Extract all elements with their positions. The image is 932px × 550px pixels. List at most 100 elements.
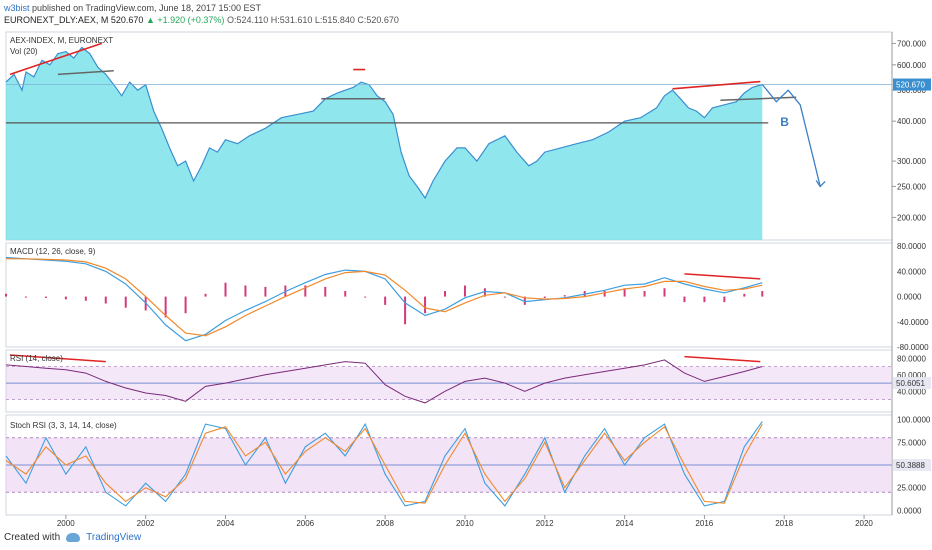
stoch-tick-label: 0.0000	[897, 506, 922, 515]
tradingview-logo-icon	[66, 533, 81, 542]
rsi-tick-label: 40.0000	[897, 387, 926, 396]
macd-histogram-bar	[643, 291, 646, 297]
macd-histogram-bar	[743, 293, 746, 297]
publish-text: published on TradingView.com, June 18, 2…	[32, 3, 262, 13]
macd-tick-label: -80.0000	[897, 343, 929, 352]
projection-path	[761, 84, 821, 187]
stoch-value-tag	[893, 459, 931, 471]
macd-divergence-line	[684, 273, 761, 280]
macd-histogram-bar	[304, 285, 307, 297]
stoch-value-label: 50.3888	[896, 461, 925, 470]
macd-histogram-bar	[264, 286, 267, 297]
macd-histogram-bar	[244, 285, 247, 297]
y-tick-label: 300.000	[897, 157, 926, 166]
neckline	[720, 96, 797, 101]
stoch-k-line	[5, 421, 763, 507]
projection-arrow-icon	[815, 180, 826, 188]
macd-histogram-bar	[683, 296, 686, 303]
macd-tick-label: 40.0000	[897, 267, 926, 276]
stoch-tick-label: 75.0000	[897, 438, 926, 447]
macd-histogram-bar	[5, 293, 7, 297]
macd-histogram-bar	[424, 296, 427, 314]
macd-histogram-bar	[104, 296, 107, 304]
macd-histogram-bar	[483, 288, 486, 297]
macd-histogram-bar	[663, 288, 666, 297]
author-link[interactable]: w3bist	[4, 3, 30, 13]
x-tick-label: 2008	[376, 519, 394, 528]
price-change: ▲ +1.920 (+0.37%)	[145, 15, 225, 25]
created-with-label: Created with	[4, 532, 61, 543]
last-price: 520.670	[110, 15, 144, 25]
rsi-value-tag	[893, 377, 931, 390]
label-b-icon: B	[780, 115, 789, 129]
last-price-label: 520.670	[896, 81, 925, 90]
macd-tick-label: 0.0000	[897, 293, 922, 302]
macd-tick-label: -40.0000	[897, 318, 929, 327]
macd-histogram-bar	[563, 295, 566, 297]
macd-histogram-bar	[543, 296, 546, 298]
macd-histogram-bar	[603, 291, 606, 297]
x-tick-label: 2006	[296, 519, 314, 528]
stoch-pane-title: Stoch RSI (3, 3, 14, 14, close)	[10, 421, 117, 430]
x-tick-label: 2000	[57, 519, 75, 528]
macd-histogram-bar	[761, 291, 764, 297]
rsi-divergence-line	[9, 354, 106, 363]
macd-histogram-bar	[164, 296, 167, 318]
price-pane-title: AEX-INDEX, M, EURONEXT	[10, 36, 113, 45]
macd-histogram-bar	[124, 296, 127, 308]
signal-line	[6, 258, 763, 337]
macd-histogram-bar	[523, 296, 526, 305]
macd-pane-title: MACD (12, 26, close, 9)	[10, 247, 96, 256]
rsi-tick-label: 80.0000	[897, 354, 926, 363]
resistance-trendline	[9, 42, 103, 76]
macd-histogram-bar	[204, 293, 207, 297]
rsi-pane-title: RSI (14, close)	[10, 354, 63, 363]
macd-line	[5, 256, 763, 342]
macd-histogram-bar	[44, 296, 47, 298]
macd-histogram-bar	[384, 296, 387, 305]
stoch-tick-label: 25.0000	[897, 484, 926, 493]
x-tick-label: 2010	[456, 519, 474, 528]
macd-histogram-bar	[84, 296, 87, 301]
volume-indicator-label: Vol (20)	[10, 47, 38, 56]
price-area	[6, 47, 763, 241]
x-tick-label: 2014	[616, 519, 634, 528]
macd-tick-label: 80.0000	[897, 242, 926, 251]
stoch-tick-label: 100.0000	[897, 416, 931, 425]
macd-histogram-bar	[344, 291, 347, 297]
macd-histogram-bar	[64, 296, 67, 300]
pane-frame	[5, 242, 893, 348]
rsi-divergence-line	[684, 355, 761, 363]
x-tick-label: 2020	[855, 519, 873, 528]
macd-histogram-bar	[324, 286, 327, 297]
macd-histogram-bar	[623, 288, 626, 297]
rsi-tick-label: 60.0000	[897, 371, 926, 380]
last-price-tag	[893, 78, 931, 91]
x-tick-label: 2012	[536, 519, 554, 528]
y-tick-label: 400.000	[897, 117, 926, 126]
stoch-d-line	[5, 423, 763, 504]
rsi-line	[5, 359, 763, 404]
neckline	[57, 69, 114, 76]
ohlc-values: O:524.110 H:531.610 L:515.840 C:520.670	[226, 15, 399, 25]
macd-histogram-bar	[463, 285, 466, 297]
symbol-label: EURONEXT_DLY:AEX, M	[4, 15, 109, 25]
macd-histogram-bar	[224, 282, 227, 297]
macd-histogram-bar	[503, 296, 506, 298]
x-tick-label: 2016	[695, 519, 713, 528]
y-tick-label: 500.000	[897, 86, 926, 95]
macd-histogram-bar	[364, 296, 367, 298]
x-tick-label: 2002	[137, 519, 155, 528]
macd-histogram-bar	[703, 296, 706, 303]
macd-histogram-bar	[404, 296, 407, 325]
footer: Created with TradingView	[4, 532, 141, 543]
y-tick-label: 600.000	[897, 61, 926, 70]
resistance-trendline	[672, 80, 761, 90]
tradingview-link[interactable]: TradingView	[86, 532, 142, 543]
symbol-bar: EURONEXT_DLY:AEX, M 520.670 ▲ +1.920 (+0…	[4, 15, 399, 25]
macd-histogram-bar	[24, 296, 27, 298]
x-tick-label: 2018	[775, 519, 793, 528]
macd-histogram-bar	[723, 296, 726, 303]
y-tick-label: 200.000	[897, 213, 926, 222]
